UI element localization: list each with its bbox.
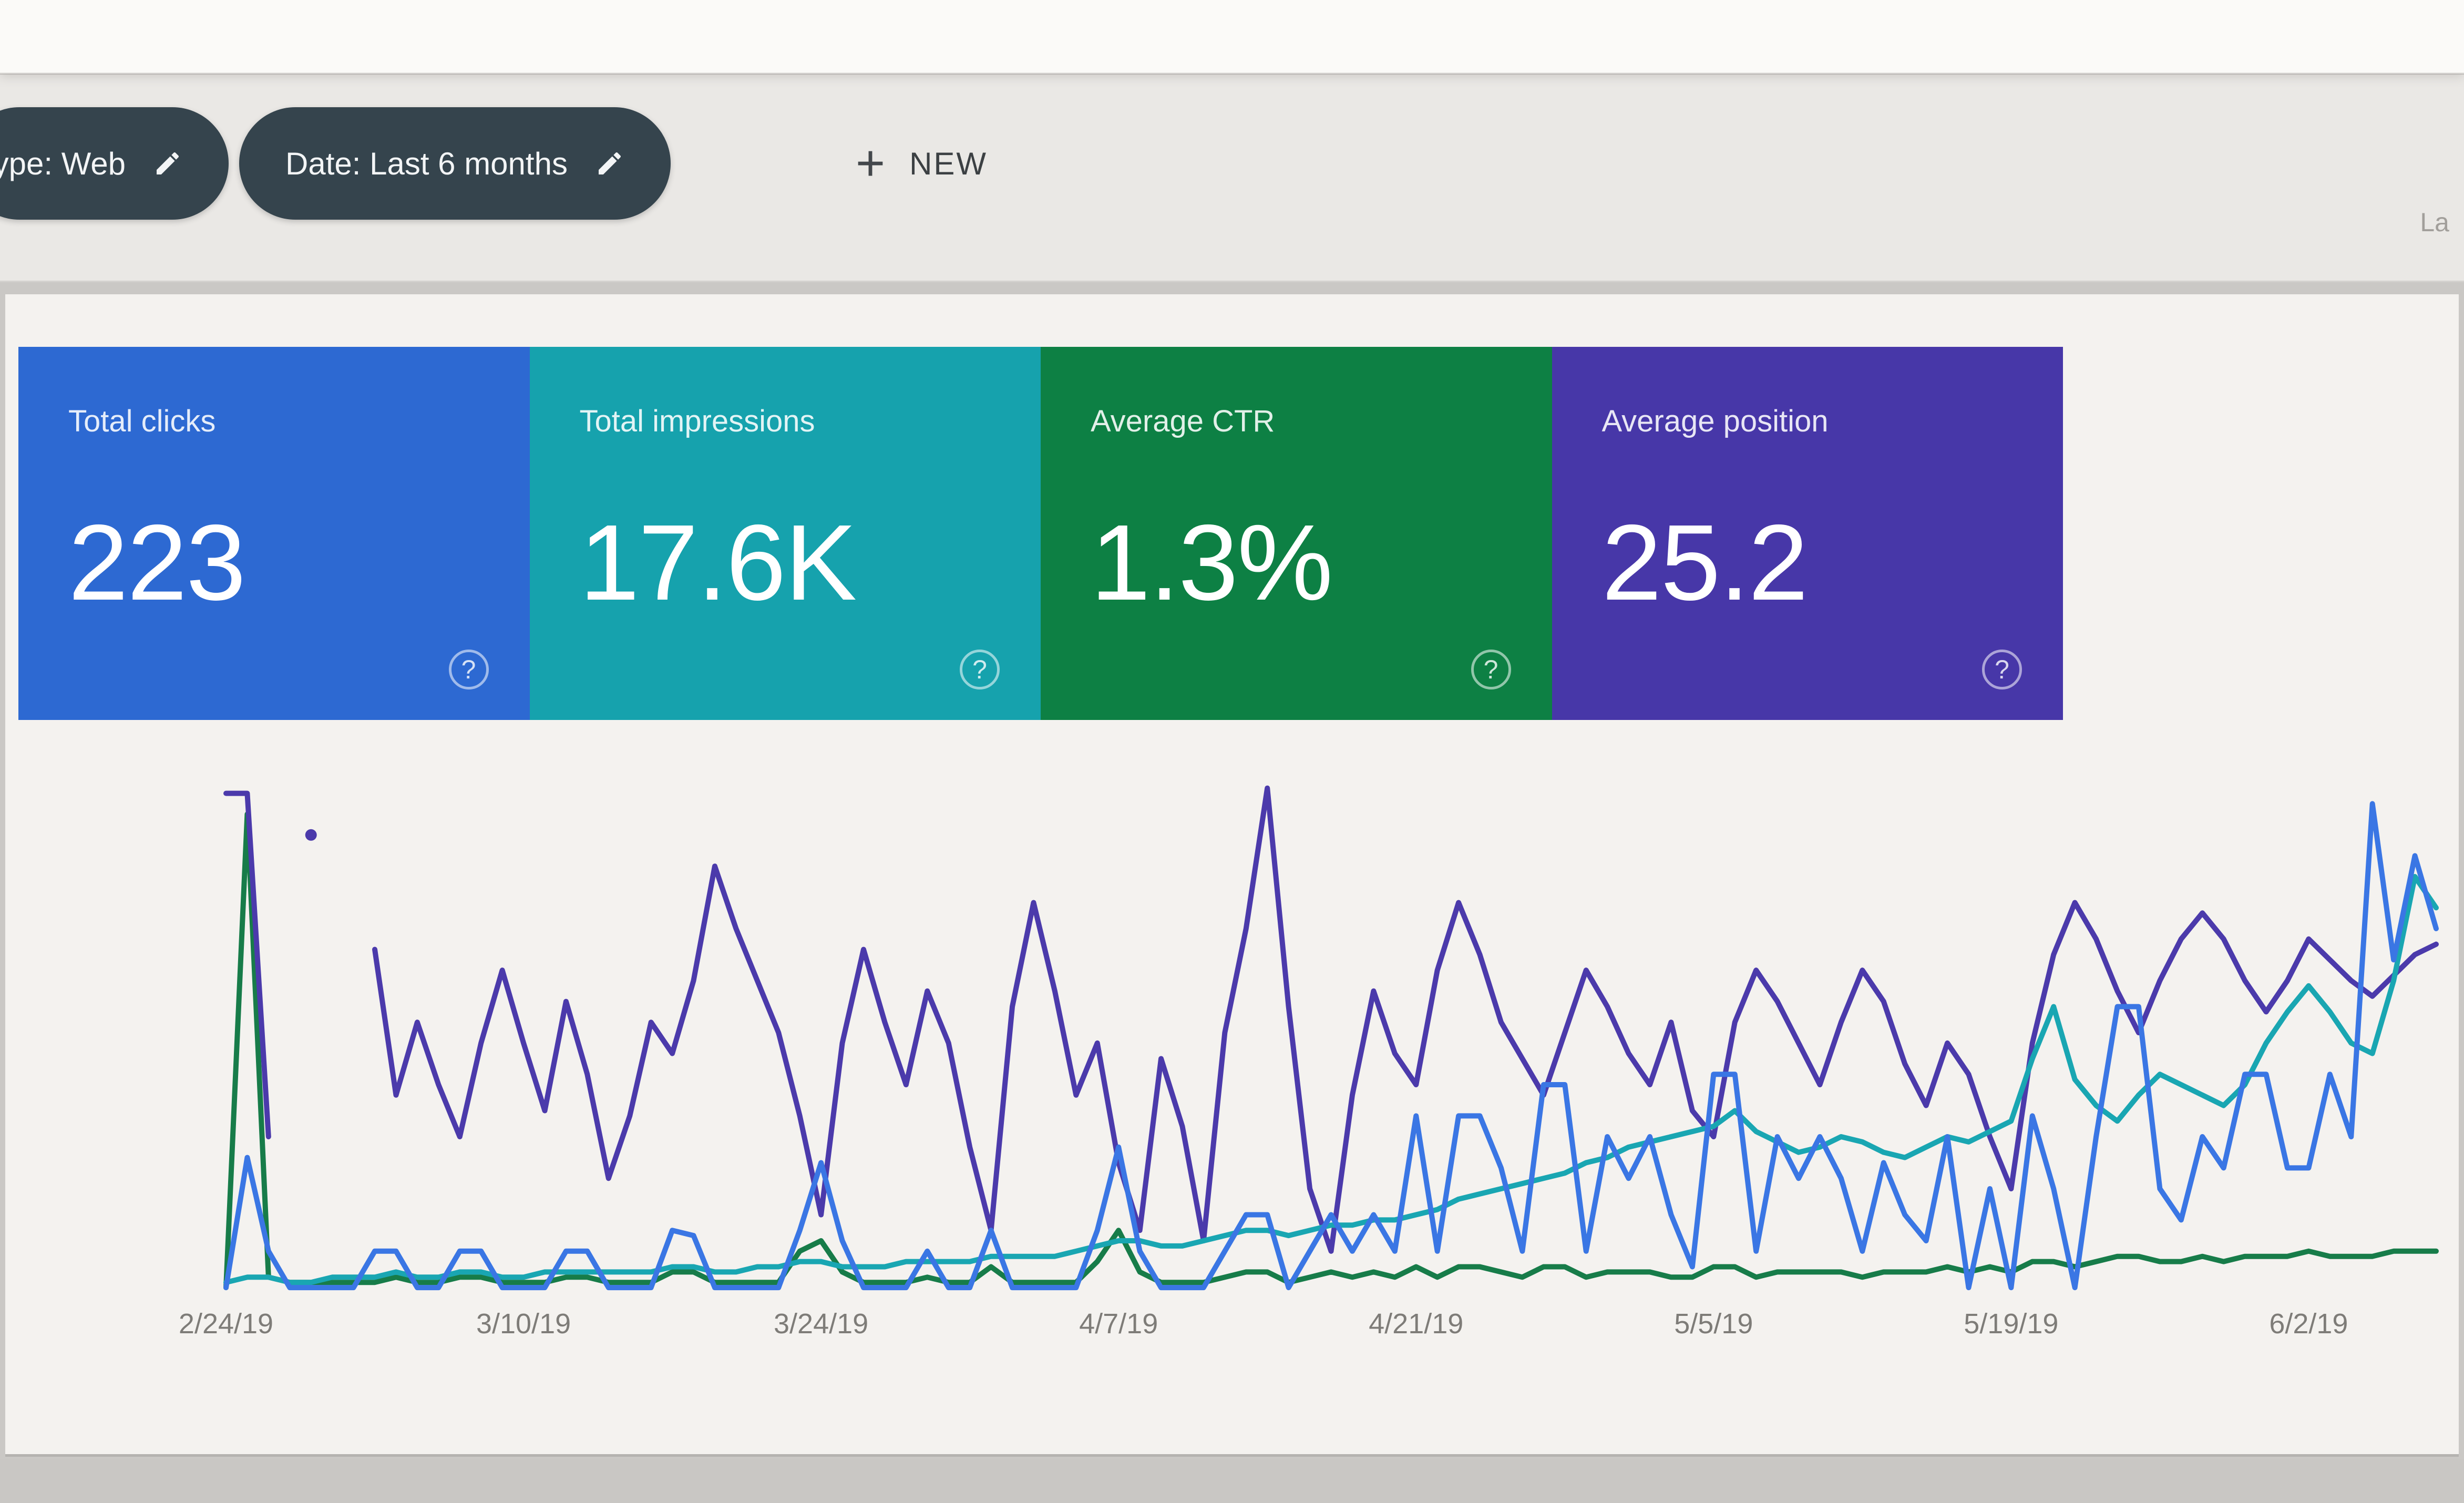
filter-bar: type: Web Date: Last 6 months + NEW La — [0, 75, 2464, 282]
performance-chart-svg — [223, 785, 2439, 1291]
performance-panel: Total clicks 223 ? Total impressions 17.… — [5, 294, 2459, 1457]
new-filter-button[interactable]: + NEW — [856, 107, 988, 220]
truncated-last-updated-text: La — [2420, 208, 2449, 237]
help-icon[interactable]: ? — [448, 650, 489, 689]
summary-card-total-clicks[interactable]: Total clicks 223 ? — [18, 347, 530, 720]
chart-line-total-impressions — [223, 874, 2439, 1285]
help-icon[interactable]: ? — [1471, 650, 1511, 689]
x-axis-label: 2/24/19 — [178, 1308, 274, 1340]
summary-cards: Total clicks 223 ? Total impressions 17.… — [18, 347, 2063, 720]
page-bottom-background — [0, 1459, 2464, 1503]
filter-chip-label: type: Web — [0, 146, 126, 181]
x-axis-label: 4/21/19 — [1369, 1308, 1464, 1340]
plus-icon: + — [856, 135, 886, 191]
x-axis-label: 3/10/19 — [476, 1308, 571, 1340]
x-axis-label: 3/24/19 — [774, 1308, 869, 1340]
chart-line-average-position — [223, 790, 271, 1139]
x-axis-labels: 2/24/19 3/10/19 3/24/19 4/7/19 4/21/19 5/5/19… — [18, 1308, 2446, 1355]
chart-isolated-point — [305, 829, 317, 841]
edit-pencil-icon — [598, 152, 621, 174]
chart-line-average-position — [372, 785, 2439, 1254]
summary-card-average-ctr[interactable]: Average CTR 1.3% ? — [1041, 347, 1552, 720]
filter-chip-search-type[interactable]: type: Web — [0, 107, 229, 220]
card-value: 17.6K — [579, 502, 857, 623]
filter-chip-label: Date: Last 6 months — [285, 146, 568, 181]
summary-card-total-impressions[interactable]: Total impressions 17.6K ? — [529, 347, 1041, 720]
help-icon[interactable]: ? — [960, 650, 1000, 689]
new-filter-label: NEW — [909, 146, 988, 181]
card-value: 1.3% — [1091, 502, 1333, 623]
card-label: Average CTR — [1091, 404, 1275, 438]
chart-line-total-clicks — [223, 801, 2439, 1291]
x-axis-label: 6/2/19 — [2269, 1308, 2348, 1340]
x-axis-label: 5/19/19 — [1964, 1308, 2059, 1340]
summary-card-average-position[interactable]: Average position 25.2 ? — [1552, 347, 2063, 720]
card-label: Total impressions — [579, 404, 815, 438]
performance-chart[interactable] — [18, 752, 2446, 1298]
card-label: Total clicks — [68, 404, 216, 438]
edit-pencil-icon — [157, 152, 179, 174]
card-label: Average position — [1601, 404, 1829, 438]
filter-chip-date[interactable]: Date: Last 6 months — [239, 107, 671, 220]
top-bar — [0, 0, 2464, 74]
card-value: 223 — [68, 502, 246, 623]
x-axis-label: 5/5/19 — [1674, 1308, 1753, 1340]
help-icon[interactable]: ? — [1982, 650, 2022, 689]
card-value: 25.2 — [1601, 502, 1809, 623]
x-axis-label: 4/7/19 — [1079, 1308, 1158, 1340]
